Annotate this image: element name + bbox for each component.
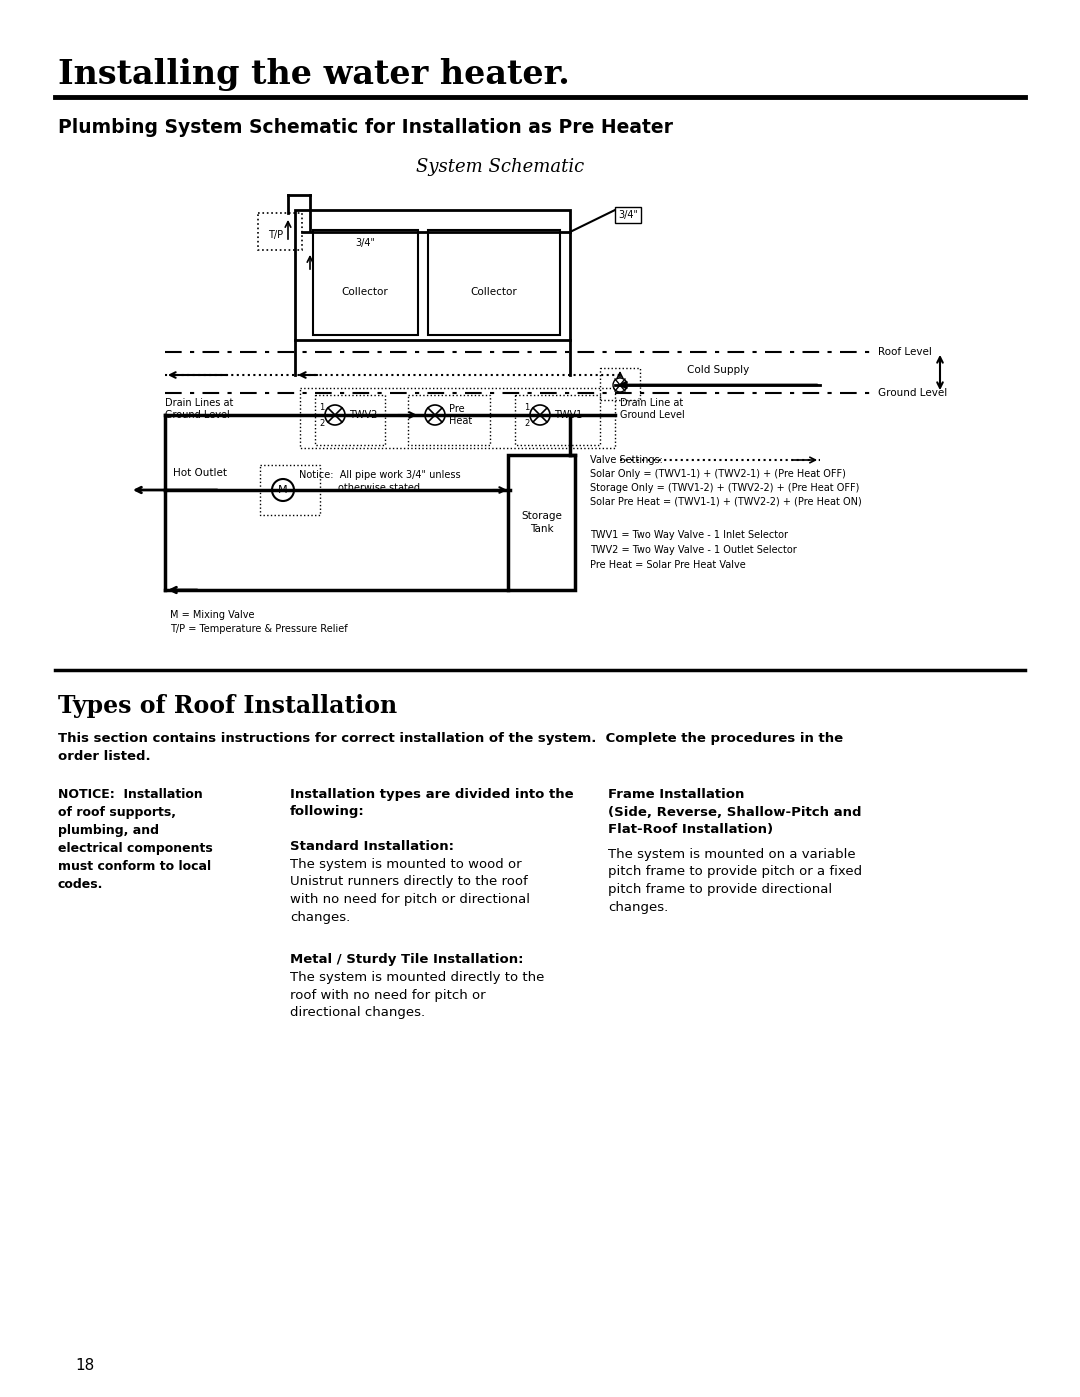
Text: This section contains instructions for correct installation of the system.  Comp: This section contains instructions for c… [58,732,843,763]
Text: M: M [279,485,287,495]
Text: 1: 1 [525,402,529,412]
Text: TWV1 = Two Way Valve - 1 Inlet Selector
TWV2 = Two Way Valve - 1 Outlet Selector: TWV1 = Two Way Valve - 1 Inlet Selector … [590,529,797,570]
Text: Drain Lines at
Ground Level: Drain Lines at Ground Level [165,398,233,420]
Text: M = Mixing Valve
T/P = Temperature & Pressure Relief: M = Mixing Valve T/P = Temperature & Pre… [170,610,348,634]
Text: Metal / Sturdy Tile Installation:: Metal / Sturdy Tile Installation: [291,953,524,965]
Text: The system is mounted to wood or
Unistrut runners directly to the roof
with no n: The system is mounted to wood or Unistru… [291,858,530,923]
Text: Notice:  All pipe work 3/4" unless
otherwise stated.: Notice: All pipe work 3/4" unless otherw… [299,469,461,493]
Text: Frame Installation
(Side, Reverse, Shallow-Pitch and
Flat-Roof Installation): Frame Installation (Side, Reverse, Shall… [608,788,862,835]
Text: Installing the water heater.: Installing the water heater. [58,59,570,91]
Text: Plumbing System Schematic for Installation as Pre Heater: Plumbing System Schematic for Installati… [58,117,673,137]
Text: Storage
Tank: Storage Tank [521,511,562,534]
Text: T/P: T/P [268,231,283,240]
Text: Valve Settings:
Solar Only = (TWV1-1) + (TWV2-1) + (Pre Heat OFF)
Storage Only =: Valve Settings: Solar Only = (TWV1-1) + … [590,455,862,507]
Text: 2: 2 [525,419,529,427]
Bar [508,455,575,590]
Text: Ground Level: Ground Level [878,388,947,398]
Text: 2: 2 [320,419,325,427]
Text: TWV1: TWV1 [554,409,582,420]
Text: Cold Supply: Cold Supply [687,365,750,374]
Text: The system is mounted directly to the
roof with no need for pitch or
directional: The system is mounted directly to the ro… [291,971,544,1018]
Text: Types of Roof Installation: Types of Roof Installation [58,694,397,718]
Text: System Schematic: System Schematic [416,158,584,176]
Text: Collector: Collector [471,286,517,298]
Text: TWV2: TWV2 [349,409,377,420]
Text: Installation types are divided into the
following:: Installation types are divided into the … [291,788,573,819]
Text: 1: 1 [320,402,325,412]
Text: Drain Line at
Ground Level: Drain Line at Ground Level [620,398,685,420]
Text: NOTICE:  Installation
of roof supports,
plumbing, and
electrical components
must: NOTICE: Installation of roof supports, p… [58,788,213,891]
Text: Hot Outlet: Hot Outlet [173,468,227,478]
Text: 3/4": 3/4" [355,237,375,249]
Text: 18: 18 [75,1358,94,1373]
Text: Collector: Collector [341,286,389,298]
Text: Standard Installation:: Standard Installation: [291,840,454,854]
Text: Roof Level: Roof Level [878,346,932,358]
Text: 3/4": 3/4" [618,210,638,219]
Text: Pre
Heat: Pre Heat [449,404,472,426]
Text: The system is mounted on a variable
pitch frame to provide pitch or a fixed
pitc: The system is mounted on a variable pitc… [608,848,862,914]
